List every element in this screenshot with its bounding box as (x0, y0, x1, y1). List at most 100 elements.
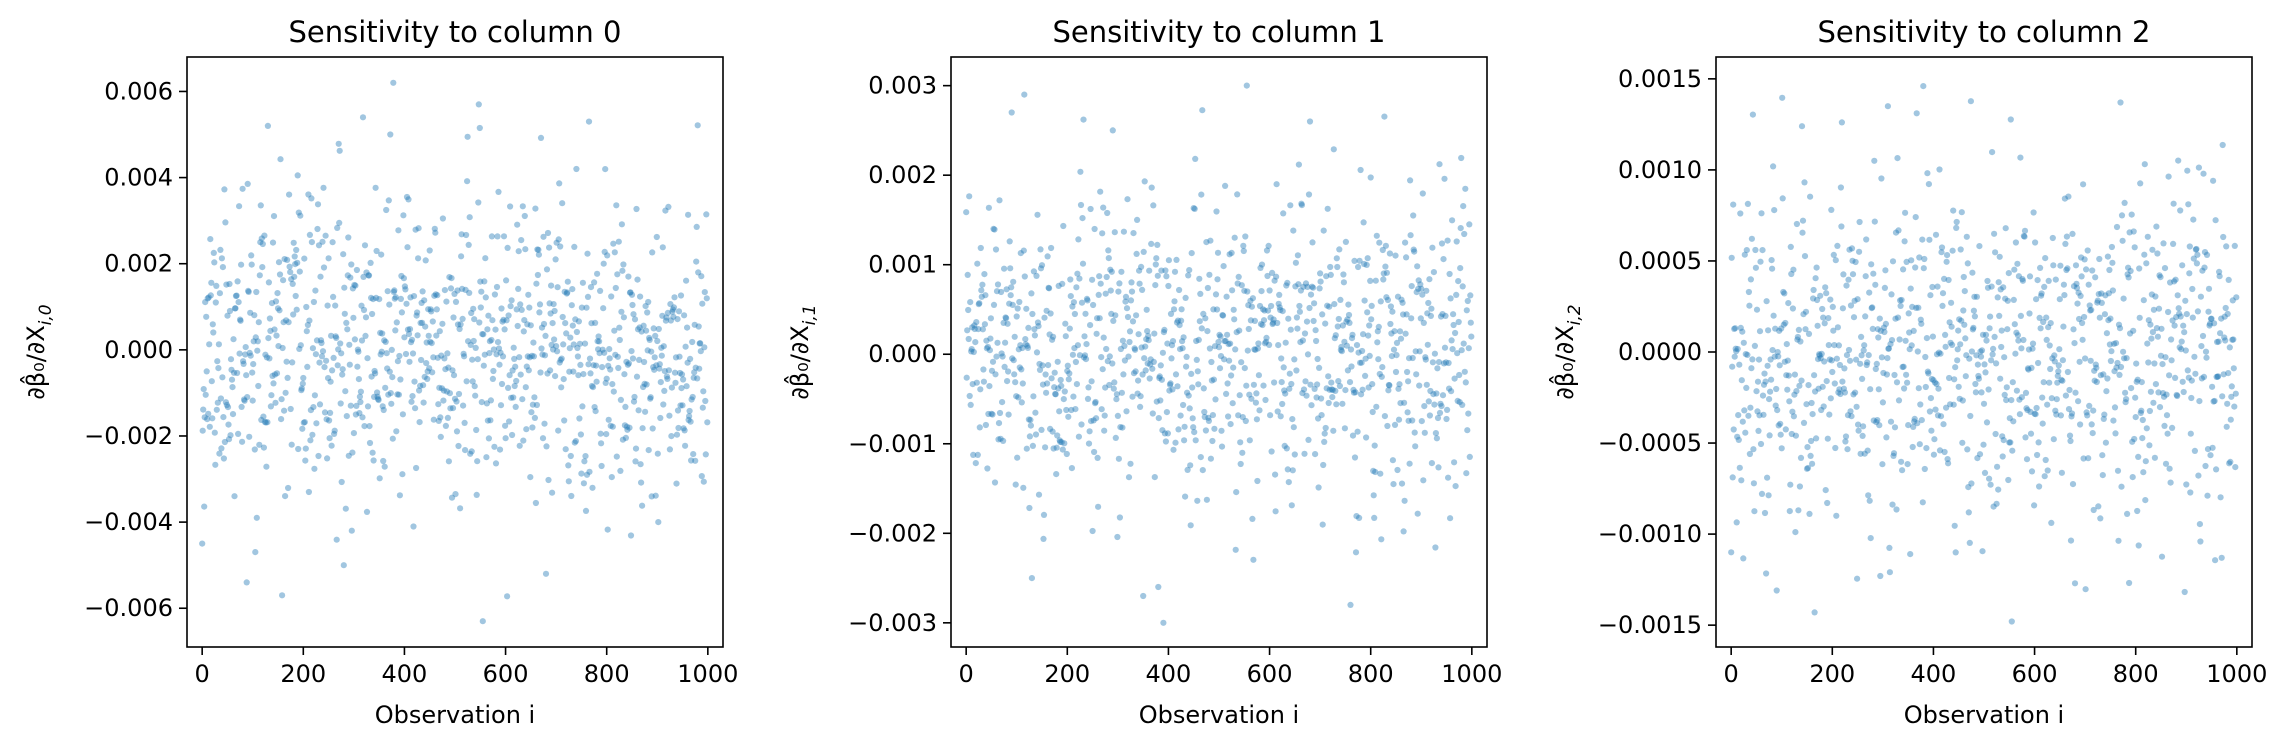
data-point (2203, 251, 2211, 258)
data-point (2141, 251, 2148, 258)
data-point (378, 348, 385, 355)
data-point (2158, 325, 2165, 332)
data-point (1392, 252, 1399, 259)
data-point (1994, 294, 2001, 301)
data-point (1404, 409, 1411, 416)
data-point (663, 314, 670, 321)
data-point (417, 319, 424, 327)
data-point (1893, 379, 1901, 386)
data-point (1441, 344, 1449, 351)
data-point (2003, 384, 2010, 391)
data-point (1337, 296, 1344, 303)
data-point (1325, 399, 1332, 407)
data-point (1078, 421, 1085, 428)
data-point (678, 385, 685, 392)
data-point (1785, 372, 1792, 379)
data-point (1301, 330, 1309, 337)
data-point (1345, 301, 1352, 308)
data-point (359, 114, 367, 121)
data-point (356, 393, 363, 400)
data-point (1275, 342, 1282, 349)
data-point (541, 352, 549, 359)
data-point (1168, 342, 1176, 349)
data-point (1023, 305, 1030, 312)
data-point (1853, 356, 1860, 363)
data-point (1254, 345, 1261, 352)
data-point (1836, 361, 1843, 369)
data-point (1304, 283, 1311, 290)
data-point (1438, 240, 1446, 247)
data-point (1840, 385, 1847, 392)
x-tick-label: 200 (1809, 660, 1855, 688)
data-point (2218, 554, 2225, 561)
data-point (1230, 306, 1237, 313)
data-point (2095, 291, 2102, 298)
data-point (271, 326, 278, 333)
data-point (1007, 265, 1014, 272)
data-point (1016, 298, 1023, 306)
data-point (1169, 338, 1177, 345)
data-point (1104, 209, 1111, 217)
data-point (558, 355, 565, 362)
data-point (250, 361, 257, 368)
data-point (974, 260, 981, 267)
data-point (398, 272, 405, 280)
data-point (1163, 409, 1170, 416)
data-point (389, 374, 396, 381)
data-point (968, 348, 975, 355)
data-point (1077, 168, 1084, 175)
data-point (215, 341, 222, 348)
data-point (270, 380, 277, 387)
data-point (1156, 373, 1163, 380)
data-point (561, 288, 568, 295)
data-point (415, 225, 422, 232)
data-point (2188, 377, 2195, 384)
y-axis-label-main: ∂β̂₀/∂X (1549, 325, 1579, 399)
x-tick-label: 800 (2113, 660, 2159, 688)
data-point (969, 381, 976, 388)
data-point (229, 411, 237, 418)
data-point (2036, 314, 2043, 321)
data-point (1832, 444, 1839, 452)
data-point (1402, 330, 1409, 337)
data-point (1264, 272, 1271, 280)
data-point (1455, 278, 1462, 285)
data-point (1019, 344, 1026, 352)
data-point (312, 287, 319, 294)
data-point (1758, 210, 1765, 217)
data-point (1431, 350, 1438, 357)
data-point (1073, 381, 1080, 388)
data-point (1256, 407, 1263, 414)
data-point (2226, 460, 2233, 467)
data-point (527, 474, 534, 481)
data-point (202, 299, 209, 306)
data-point (1244, 288, 1251, 295)
data-point (1913, 304, 1920, 311)
data-point (1187, 462, 1194, 469)
data-point (651, 366, 658, 373)
data-point (310, 404, 317, 411)
data-point (446, 390, 453, 397)
data-point (2083, 409, 2090, 416)
data-point (1897, 297, 1904, 304)
data-point (267, 327, 274, 334)
data-point (503, 317, 510, 324)
data-point (1008, 284, 1015, 291)
data-point (1263, 334, 1270, 341)
data-point (1989, 351, 1996, 358)
data-point (963, 209, 970, 216)
data-point (1791, 391, 1798, 398)
data-point (1274, 408, 1281, 415)
data-point (2182, 347, 2189, 354)
data-point (1446, 385, 1453, 392)
data-point (2018, 394, 2025, 401)
data-point (1927, 292, 1934, 299)
data-point (1018, 366, 1025, 373)
data-point (641, 358, 648, 366)
data-point (1841, 365, 1848, 372)
data-point (1151, 474, 1158, 481)
data-point (1292, 259, 1299, 266)
data-point (1846, 246, 1853, 253)
data-point (1451, 459, 1458, 466)
data-point (1225, 413, 1232, 420)
